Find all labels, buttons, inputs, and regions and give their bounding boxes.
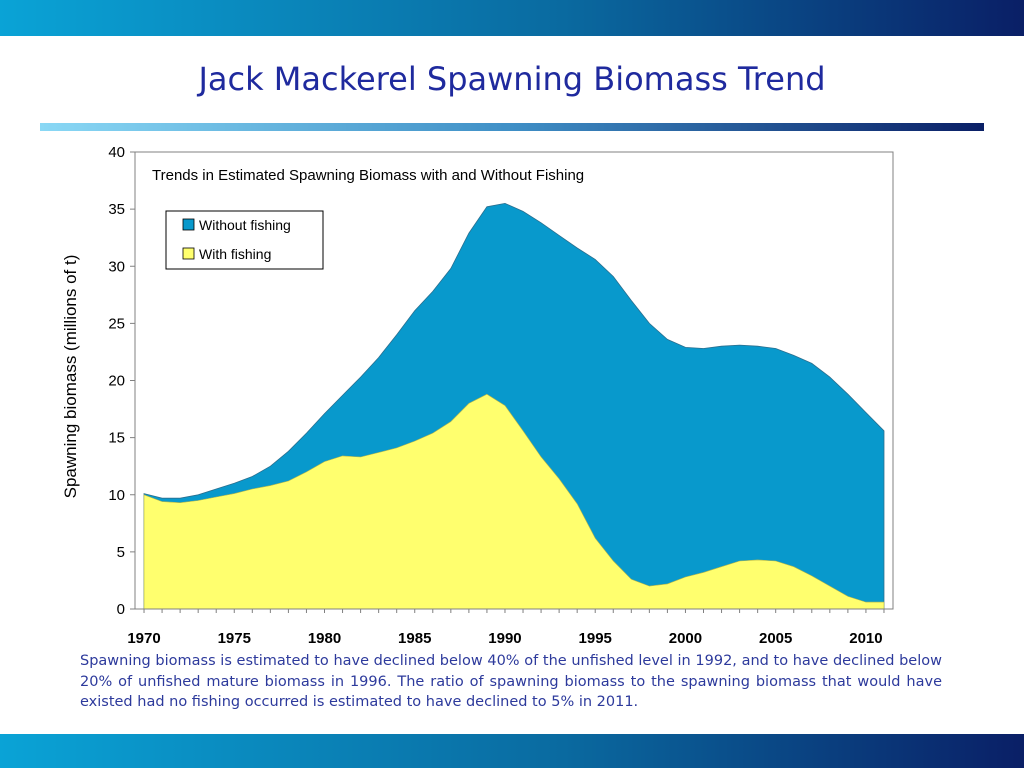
legend-swatch-with-fishing	[182, 247, 195, 260]
x-tick-label: 2000	[669, 630, 702, 647]
y-tick-label: 30	[108, 258, 125, 275]
y-tick-label: 15	[108, 430, 125, 447]
y-ticks: 0 5 10 15 20 25 30 35 40	[108, 144, 135, 618]
x-tick-label: 1985	[398, 630, 431, 647]
spawning-biomass-chart: Spawning biomass (millions of t) 0 5 10 15 2…	[61, 144, 894, 647]
y-tick-label: 35	[108, 201, 125, 218]
y-tick-label: 20	[108, 373, 125, 390]
y-axis-label-group: Spawning biomass (millions of t)	[61, 255, 80, 499]
bottom-banner	[0, 734, 1024, 768]
slide-title: Jack Mackerel Spawning Biomass Trend	[198, 60, 826, 98]
x-tick-label: 2010	[849, 630, 882, 647]
x-ticks: 1970 1975 1980 1985 1990 1995 2000 2005 2010	[127, 609, 885, 647]
legend-label-with-fishing: With fishing	[199, 246, 271, 262]
title-divider	[40, 123, 984, 131]
y-tick-label: 5	[117, 544, 125, 561]
slide-caption: Spawning biomass is estimated to have de…	[80, 653, 942, 710]
chart-title: Trends in Estimated Spawning Biomass wit…	[152, 167, 584, 184]
area-with-fishing	[143, 393, 885, 610]
x-tick-label: 1990	[488, 630, 521, 647]
top-banner	[0, 0, 1024, 36]
x-tick-label: 1995	[579, 630, 612, 647]
legend: Without fishing With fishing	[165, 210, 324, 270]
legend-swatch-without-fishing	[182, 218, 195, 231]
x-tick-label: 1975	[218, 630, 251, 647]
y-tick-label: 25	[108, 315, 125, 332]
x-tick-label: 1980	[308, 630, 341, 647]
y-tick-label: 10	[108, 487, 125, 504]
x-tick-label: 1970	[127, 630, 160, 647]
legend-label-without-fishing: Without fishing	[199, 217, 291, 233]
y-tick-label: 40	[108, 144, 125, 161]
x-tick-label: 2005	[759, 630, 792, 647]
y-axis-label: Spawning biomass (millions of t)	[61, 255, 80, 499]
y-tick-label: 0	[117, 601, 125, 618]
